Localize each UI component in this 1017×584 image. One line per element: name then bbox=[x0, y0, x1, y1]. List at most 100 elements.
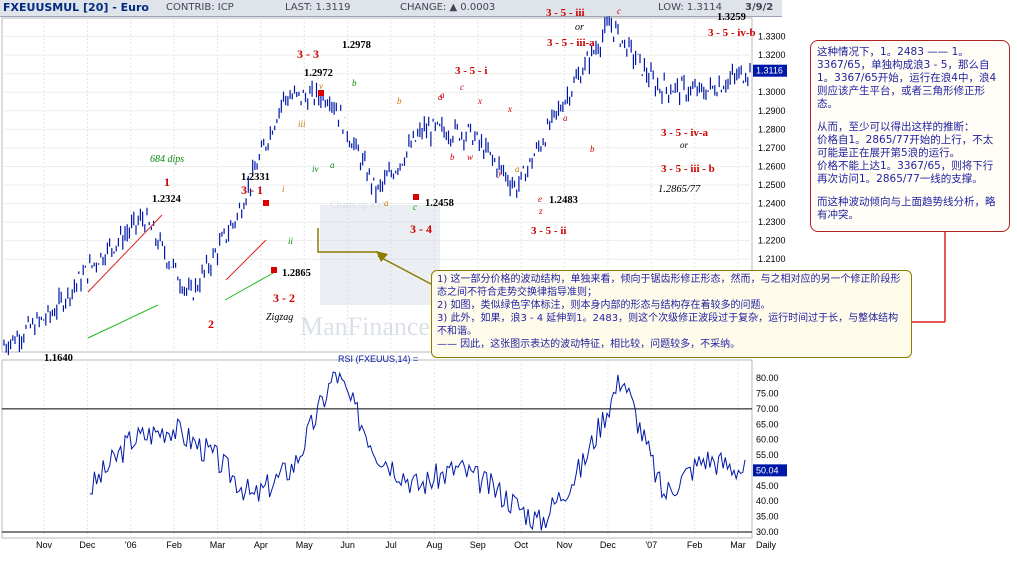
rsi-tick-label: 55.00 bbox=[756, 450, 779, 460]
price-label: 1.2331 bbox=[241, 172, 270, 183]
wave-label: 3 - 5 - iv-b bbox=[708, 27, 756, 39]
note-right-line: 价格不能上达1。3367/65，则将下行再次访问1。2865/77一线的支撑。 bbox=[817, 160, 994, 185]
wave-label: w bbox=[467, 152, 473, 162]
x-tick-label: Mar bbox=[730, 540, 746, 550]
rsi-frame bbox=[1, 359, 753, 539]
wave-label: 1 bbox=[164, 175, 170, 189]
header-date: 3/9/2 bbox=[745, 2, 774, 13]
wave-label: i bbox=[282, 184, 285, 194]
watermark-sub: Charts sp a e! bbox=[330, 200, 385, 211]
watermark-text: ManFinance bbox=[300, 312, 430, 341]
x-tick-label: May bbox=[296, 540, 314, 550]
x-tick-label: Feb bbox=[166, 540, 182, 550]
price-tick-label: 1.3000 bbox=[758, 87, 786, 97]
price-tick-label: 1.2700 bbox=[758, 143, 786, 153]
price-label: 1.1640 bbox=[44, 353, 73, 364]
note-left-line: —— 因此，这张图示表达的波动特征，相比较，问题较多，不采纳。 bbox=[437, 339, 741, 350]
wave-label: 3 - 2 bbox=[273, 291, 295, 305]
current-rsi-box bbox=[753, 464, 787, 477]
pointer-arrowhead bbox=[376, 251, 388, 262]
price-tick-label: 1.2300 bbox=[758, 217, 786, 227]
wave-label-minor: b bbox=[590, 144, 595, 154]
wave-point-marker bbox=[413, 194, 419, 200]
wave-label-minor: b bbox=[450, 152, 455, 162]
price-bar-series bbox=[3, 16, 751, 356]
current-rsi-label: 50.04 bbox=[756, 465, 779, 475]
note-left-line: 2) 如图，类似绿色字体标注，则本身内部的形态与结构存在着较多的问题。 bbox=[437, 300, 771, 311]
wave-label: 3 - 1 bbox=[241, 183, 263, 197]
wave-label: e bbox=[538, 194, 542, 204]
price-label: 1.2865/77 bbox=[658, 184, 701, 195]
price-tick-label: 1.2800 bbox=[758, 124, 786, 134]
x-tick-label: Dec bbox=[600, 540, 617, 550]
wave-label-minor: c bbox=[460, 82, 464, 92]
trendline-red bbox=[87, 214, 163, 293]
wave-label-minor: c bbox=[617, 6, 621, 16]
x-tick-label: Nov bbox=[36, 540, 53, 550]
price-tick-label: 1.2200 bbox=[758, 236, 786, 246]
rsi-tick-label: 45.00 bbox=[756, 481, 779, 491]
wave-annotations: 1.2324 1.2331 1.2972 1.2978 1.2458 1.2483 1.16… bbox=[44, 6, 946, 364]
price-tick-label: 1.2600 bbox=[758, 161, 786, 171]
symbol-title: FXEUUSMUL [20] - Euro bbox=[3, 1, 149, 14]
price-tick-label: 1.3300 bbox=[758, 32, 786, 42]
wave-label: v bbox=[319, 81, 323, 91]
price-label: 1.3259 bbox=[717, 12, 746, 23]
wave-label: 3 - 5 - i bbox=[455, 65, 487, 77]
price-label: 1.2458 bbox=[425, 198, 454, 209]
wave-label: y bbox=[497, 168, 502, 178]
rsi-title: RSI (FXEUUS,14) = bbox=[338, 354, 418, 364]
last-price: LAST: 1.3119 bbox=[285, 2, 351, 13]
wave-point-marker bbox=[263, 200, 269, 206]
price-label: 1.2865 bbox=[282, 268, 311, 279]
wave-label: iii bbox=[298, 119, 306, 129]
x-tick-label: Nov bbox=[556, 540, 573, 550]
wave-label: z bbox=[538, 206, 543, 216]
wave-label: 3 - 4 bbox=[410, 222, 432, 236]
price-tick-label: 1.2900 bbox=[758, 106, 786, 116]
wave-label: 3 - 5 - iii bbox=[546, 7, 585, 19]
watermark: ManFinance Charts sp a e! bbox=[300, 200, 440, 341]
note-right-line: 价格自1。2865/77开始的上行，不太可能是正在展开第5浪的运行。 bbox=[817, 134, 994, 159]
trendline-red bbox=[225, 239, 267, 281]
x-tick-label: '07 bbox=[645, 540, 657, 550]
x-tick-label: Dec bbox=[79, 540, 96, 550]
note-right-line: 这种情况下，1。2483 —— 1。3367/65，单独构成浪3 - 5，那么自… bbox=[817, 46, 997, 110]
note-right-line: 从而，至少可以得出这样的推断： bbox=[817, 121, 975, 133]
x-tick-label: Apr bbox=[254, 540, 268, 550]
wave-label: iv bbox=[312, 164, 319, 174]
wave-point-marker bbox=[271, 267, 277, 273]
rsi-tick-label: 40.00 bbox=[756, 496, 779, 506]
pointer-arrow bbox=[377, 255, 432, 285]
price-label: 1.2324 bbox=[152, 194, 182, 205]
wave-label: or bbox=[575, 22, 584, 33]
note-right-line: 而这种波动倾向与上面趋势线分析，略有冲突。 bbox=[817, 196, 996, 221]
x-tick-label: Feb bbox=[687, 540, 703, 550]
wave-label-minor: or bbox=[680, 140, 689, 150]
price-tick-label: 1.2500 bbox=[758, 180, 786, 190]
wave-label: x bbox=[477, 96, 482, 106]
wave-label-minor: b bbox=[397, 96, 402, 106]
wave-label: 684 dips bbox=[150, 154, 184, 165]
x-tick-label: Daily bbox=[756, 540, 777, 550]
contributor: CONTRIB: ICP bbox=[166, 2, 234, 13]
change-value: CHANGE: ▲ 0.0003 bbox=[400, 2, 496, 13]
current-price-label: 1.3116 bbox=[756, 66, 783, 76]
rsi-tick-label: 30.00 bbox=[756, 527, 779, 537]
trendline-green bbox=[87, 304, 159, 339]
x-tick-label: Oct bbox=[514, 540, 529, 550]
price-bars bbox=[3, 16, 751, 356]
x-tick-label: Jul bbox=[385, 540, 397, 550]
wave-label: b bbox=[352, 78, 357, 88]
wave-label: c bbox=[413, 202, 417, 212]
wave-label: ii bbox=[288, 236, 294, 246]
pointer-bracket bbox=[317, 228, 378, 253]
x-tick-label: Sep bbox=[470, 540, 486, 550]
wave-label: 3 - 3 bbox=[297, 47, 319, 61]
rsi-tick-label: 60.00 bbox=[756, 435, 779, 445]
note-left-line: 3) 此外，如果，浪3 - 4 延伸到1。2483，则这个次级修正波段过于复杂，… bbox=[437, 313, 899, 337]
wave-label-minor: x bbox=[507, 104, 512, 114]
wave-label: 3 - 5 - ii bbox=[531, 225, 566, 237]
price-tick-label: 1.3200 bbox=[758, 50, 786, 60]
